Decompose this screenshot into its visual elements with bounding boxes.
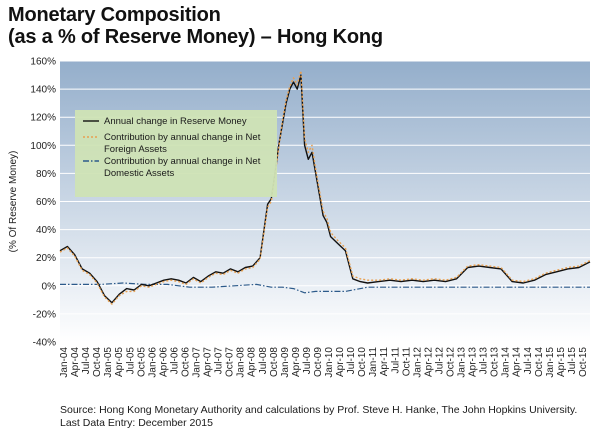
- chart-source: Source: Hong Kong Monetary Authority and…: [60, 404, 577, 430]
- x-tick-label: Jan-04: [59, 347, 70, 378]
- x-tick-label: Jul-08: [258, 347, 269, 375]
- x-tick-label: Jan-08: [236, 347, 247, 378]
- chart-title-line-1: Monetary Composition: [8, 4, 221, 26]
- y-tick-label: 60%: [36, 197, 56, 208]
- series-line-1: [59, 74, 591, 304]
- x-tick-label: Jan-10: [324, 347, 335, 378]
- y-tick-label: -40%: [33, 338, 56, 349]
- x-tick-label: Jan-06: [147, 347, 158, 378]
- x-tick-label: Oct-06: [180, 347, 191, 377]
- x-tick-label: Oct-14: [534, 347, 545, 377]
- y-tick-label: 20%: [36, 253, 56, 264]
- chart-title-line-2: (as a % of Reserve Money) – Hong Kong: [8, 26, 383, 48]
- x-tick-label: Jan-15: [545, 347, 556, 378]
- x-tick-label: Oct-12: [445, 347, 456, 377]
- y-axis-label: (% Of Reserve Money): [8, 151, 19, 253]
- last-data-entry: Last Data Entry: December 2015: [60, 417, 213, 429]
- x-tick-label: Oct-04: [92, 347, 103, 377]
- legend-box: [75, 110, 277, 197]
- x-tick-label: Jul-05: [125, 347, 136, 375]
- y-tick-label: 160%: [30, 57, 56, 68]
- x-tick-label: Oct-07: [225, 347, 236, 377]
- y-tick-label: 40%: [36, 225, 56, 236]
- x-tick-label: Apr-08: [247, 347, 258, 377]
- x-tick-label: Apr-09: [291, 347, 302, 377]
- x-tick-label: Jul-12: [434, 347, 445, 375]
- x-tick-label: Apr-10: [335, 347, 346, 377]
- x-tick-label: Apr-04: [70, 347, 81, 377]
- series-line-2: [59, 70, 591, 305]
- y-tick-label: 140%: [30, 85, 56, 96]
- x-tick-label: Jul-07: [214, 347, 225, 375]
- y-tick-label: 80%: [36, 169, 56, 180]
- x-tick-label: Jul-13: [479, 347, 490, 375]
- x-tick-label: Jan-11: [368, 347, 379, 377]
- x-tick-label: Jan-14: [501, 347, 512, 378]
- y-tick-label: -20%: [33, 309, 56, 320]
- y-tick-label: 100%: [30, 141, 56, 152]
- source-note: Source: Hong Kong Monetary Authority and…: [60, 404, 578, 416]
- x-tick-label: Apr-06: [158, 347, 169, 377]
- x-tick-label: Apr-13: [468, 347, 479, 377]
- x-tick-label: Oct-13: [490, 347, 501, 377]
- x-tick-label: Oct-15: [578, 347, 589, 377]
- x-tick-label: Jan-09: [280, 347, 291, 378]
- x-tick-label: Oct-10: [357, 347, 368, 377]
- x-tick-label: Apr-05: [114, 347, 125, 377]
- legend-label-3: Contribution by annual change in Net Dome…: [104, 156, 261, 179]
- x-tick-label: Oct-08: [269, 347, 280, 377]
- x-tick-label: Jul-14: [523, 347, 534, 375]
- legend-label-1: Annual change in Reserve Money: [104, 116, 247, 127]
- x-tick-label: Jul-11: [390, 347, 401, 374]
- legend: Annual change in Reserve Money Contributi…: [75, 110, 277, 197]
- x-tick-label: Jul-04: [81, 347, 92, 375]
- x-tick-label: Jul-09: [302, 347, 313, 375]
- x-tick-label: Jan-12: [412, 347, 423, 378]
- legend-label-2: Contribution by annual change in Net Fore…: [104, 132, 261, 155]
- x-tick-label: Jan-05: [103, 347, 114, 378]
- x-tick-label: Jan-07: [192, 347, 203, 378]
- x-tick-label: Apr-07: [203, 347, 214, 377]
- x-tick-label: Jul-15: [567, 347, 578, 375]
- x-tick-label: Apr-15: [556, 347, 567, 377]
- x-tick-label: Oct-05: [136, 347, 147, 377]
- x-tick-label: Jul-10: [346, 347, 357, 375]
- y-tick-label: 120%: [30, 113, 56, 124]
- chart-title: Monetary Composition (as a % of Reserve …: [8, 4, 383, 48]
- x-tick-label: Apr-11: [379, 347, 390, 377]
- x-tick-label: Jan-13: [457, 347, 468, 378]
- x-tick-label: Apr-12: [423, 347, 434, 377]
- x-tick-label: Oct-11: [401, 347, 412, 377]
- x-tick-label: Oct-09: [313, 347, 324, 377]
- y-tick-label: 0%: [42, 281, 57, 292]
- x-tick-label: Apr-14: [512, 347, 523, 377]
- x-tick-label: Jul-06: [169, 347, 180, 375]
